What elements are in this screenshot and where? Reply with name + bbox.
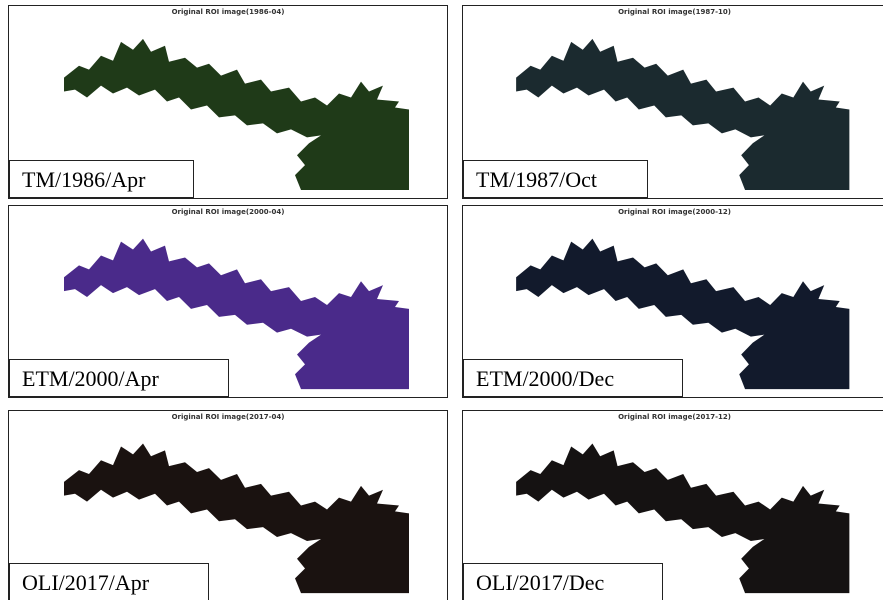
panel-label: ETM/2000/Dec: [463, 359, 683, 397]
image-panel: Original ROI image(2017-12) OLI/2017/Dec: [462, 410, 883, 600]
image-panel: Original ROI image(2000-12) ETM/2000/Dec: [462, 205, 883, 398]
panel-label: TM/1987/Oct: [463, 160, 648, 198]
image-panel: Original ROI image(1987-10) TM/1987/Oct: [462, 5, 883, 199]
image-panel: Original ROI image(2017-04) OLI/2017/Apr: [8, 410, 448, 600]
figure: Original ROI image(1986-04)TM/1986/AprOr…: [0, 0, 883, 600]
panel-title: Original ROI image(2017-12): [463, 413, 883, 421]
panel-title: Original ROI image(2000-12): [463, 208, 883, 216]
panel-label: ETM/2000/Apr: [9, 359, 229, 397]
panel-title: Original ROI image(1987-10): [463, 8, 883, 16]
panel-label: TM/1986/Apr: [9, 160, 194, 198]
panel-title: Original ROI image(2000-04): [9, 208, 447, 216]
panel-label: OLI/2017/Dec: [463, 563, 663, 600]
panel-label: OLI/2017/Apr: [9, 563, 209, 600]
image-panel: Original ROI image(2000-04) ETM/2000/Apr: [8, 205, 448, 398]
panel-title: Original ROI image(2017-04): [9, 413, 447, 421]
panel-title: Original ROI image(1986-04): [9, 8, 447, 16]
image-panel: Original ROI image(1986-04) TM/1986/Apr: [8, 5, 448, 199]
